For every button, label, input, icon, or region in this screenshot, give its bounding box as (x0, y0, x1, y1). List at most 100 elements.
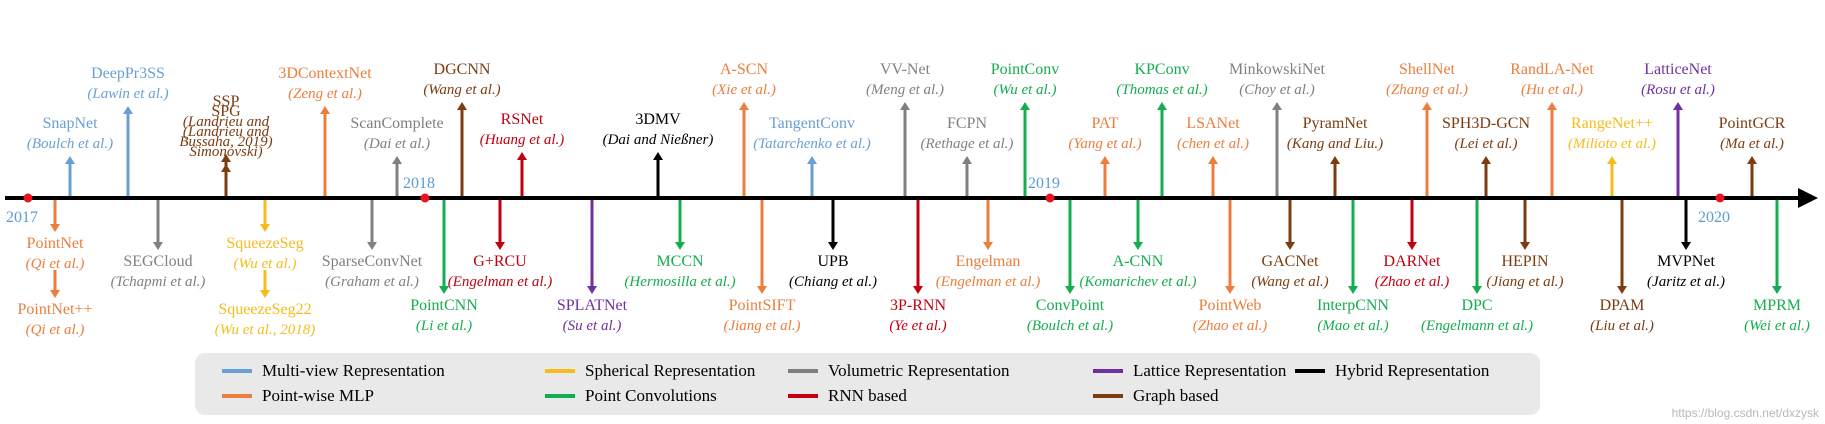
method-citation-spg-1: (Landrieu and (183, 124, 270, 140)
method-arrow-pat (1100, 156, 1110, 196)
method-arrow-minkowskinet (1272, 102, 1282, 196)
method-citation-dpc: (Engelmann et al.) (1421, 318, 1533, 334)
method-name-squeezeseg: SqueezeSeg (226, 235, 303, 252)
method-arrow-pointweb (1225, 200, 1235, 294)
method-arrow-mvpnet (1681, 200, 1691, 250)
method-name-latticenet: LatticeNet (1644, 61, 1712, 78)
method-name-snapnet: SnapNet (42, 115, 98, 132)
method-name-upb: UPB (817, 253, 848, 270)
method-citation-segcloud: (Tchapmi et al.) (111, 274, 206, 290)
method-citation-dpam: (Liu et al.) (1590, 318, 1654, 334)
method-arrow-interpcnn (1348, 200, 1358, 294)
method-name-g-rcu: G+RCU (473, 253, 527, 270)
method-arrow-vv-net (900, 102, 910, 196)
method-citation-g-rcu: (Engelman et al.) (448, 274, 553, 290)
method-arrow-g-rcu (495, 200, 505, 250)
legend-box (195, 353, 1540, 415)
method-name-mccn: MCCN (656, 253, 704, 270)
method-citation-shellnet: (Zhang et al.) (1386, 82, 1468, 98)
method-name-spg: SPG (211, 103, 241, 120)
method-name-pointcnn: PointCNN (410, 297, 478, 314)
method-name-vv-net: VV-Net (880, 61, 931, 78)
year-marker-2019 (1045, 193, 1055, 203)
method-arrow-rsnet (517, 152, 527, 196)
method-name-mprm: MPRM (1753, 297, 1801, 314)
method-arrow-spg (221, 164, 231, 196)
legend-label-multi-view-representation: Multi-view Representation (262, 361, 445, 380)
method-citation-a-scn: (Xie et al.) (712, 82, 776, 98)
method-name-dgcnn: DGCNN (434, 61, 491, 78)
year-label-2020: 2020 (1698, 209, 1730, 226)
method-citation-pointconv: (Wu et al.) (994, 82, 1057, 98)
method-name-ssp: SSP (213, 93, 240, 110)
method-arrow-3dmv (653, 152, 663, 196)
method-arrow-splatnet (587, 200, 597, 294)
method-citation-deeppr3ss: (Lawin et al.) (87, 86, 168, 102)
year-label-2017: 2017 (6, 209, 38, 226)
method-name-3p-rnn: 3P-RNN (890, 297, 946, 314)
method-citation-scancomplete: (Dai et al.) (364, 136, 430, 152)
method-name-pointgcr: PointGCR (1719, 115, 1786, 132)
method-name-a-scn: A-SCN (720, 61, 768, 78)
method-arrow-pyramnet (1330, 156, 1340, 196)
method-citation-sph3d-gcn: (Lei et al.) (1455, 136, 1518, 152)
year-marker-2018 (420, 193, 430, 203)
method-name-convpoint: ConvPoint (1036, 297, 1105, 314)
method-name-interpcnn: InterpCNN (1317, 297, 1389, 314)
method-citation-rangenet: (Milioto et al.) (1568, 136, 1656, 152)
year-marker-2017 (23, 193, 33, 203)
year-label-2018: 2018 (403, 175, 435, 192)
method-citation-interpcnn: (Mao et al.) (1317, 318, 1388, 334)
method-arrow-snapnet (65, 156, 75, 196)
method-citation-minkowskinet: (Choy et al.) (1239, 82, 1314, 98)
method-name-pointsift: PointSIFT (729, 297, 796, 314)
method-arrow-rangenet (1607, 156, 1617, 196)
method-arrow-a-cnn (1133, 200, 1143, 250)
method-name-segcloud: SEGCloud (123, 253, 192, 270)
method-name-pointnet: PointNet (27, 235, 84, 252)
method-name-shellnet: ShellNet (1399, 61, 1456, 78)
method-citation-hepin: (Jiang et al.) (1486, 274, 1563, 290)
method-citation-mvpnet: (Jaritz et al.) (1647, 274, 1725, 290)
year-marker-2020 (1715, 193, 1725, 203)
method-name-pat: PAT (1092, 115, 1119, 132)
method-name-sph3d-gcn: SPH3D-GCN (1442, 115, 1530, 132)
method-arrow-gacnet (1285, 200, 1295, 250)
legend-label-lattice-representation: Lattice Representation (1133, 361, 1287, 380)
method-citation-ssp-2: Bussaha, 2019) (179, 134, 272, 150)
method-name-hepin: HEPIN (1501, 253, 1549, 270)
method-arrow-sph3d-gcn (1481, 156, 1491, 196)
method-citation-pointnet: (Qi et al.) (26, 322, 85, 338)
method-name-pointnet: PointNet++ (18, 301, 93, 318)
method-citation-mprm: (Wei et al.) (1744, 318, 1810, 334)
method-citation-pointweb: (Zhao et al.) (1193, 318, 1268, 334)
method-citation-squeezeseg22: (Wu et al., 2018) (215, 322, 315, 338)
method-citation-vv-net: (Meng et al.) (866, 82, 944, 98)
legend-label-spherical-representation: Spherical Representation (585, 361, 756, 380)
method-arrow-upb (828, 200, 838, 250)
method-name-pointconv: PointConv (991, 61, 1059, 78)
method-citation-mccn: (Hermosilla et al.) (624, 274, 735, 290)
method-citation-3p-rnn: (Ye et al.) (889, 318, 946, 334)
method-citation-tangentconv: (Tatarchenko et al.) (753, 136, 871, 152)
method-arrow-segcloud (153, 200, 163, 250)
method-citation-engelman: (Engelman et al.) (936, 274, 1041, 290)
legend-label-hybrid-representation: Hybrid Representation (1335, 361, 1490, 380)
method-citation-ssp-1: (Landrieu and (183, 114, 270, 130)
method-name-kpconv: KPConv (1134, 61, 1189, 78)
method-arrow-engelman (983, 200, 993, 250)
method-arrow-darnet (1407, 200, 1417, 250)
method-arrow-scancomplete (392, 156, 402, 196)
method-name-tangentconv: TangentConv (769, 115, 855, 132)
method-arrow-dpam (1617, 200, 1627, 294)
method-name-engelman: Engelman (956, 253, 1021, 270)
method-name-rsnet: RSNet (501, 111, 544, 128)
method-arrow-mprm (1772, 200, 1782, 294)
method-citation-lsanet: (chen et al.) (1177, 136, 1249, 152)
method-citation-rsnet: (Huang et al.) (480, 132, 565, 148)
timeline-axis-arrowhead (1798, 188, 1818, 208)
method-citation-pat: (Yang et al.) (1068, 136, 1141, 152)
method-name-splatnet: SPLATNet (557, 297, 628, 314)
method-name-fcpn: FCPN (947, 115, 987, 132)
